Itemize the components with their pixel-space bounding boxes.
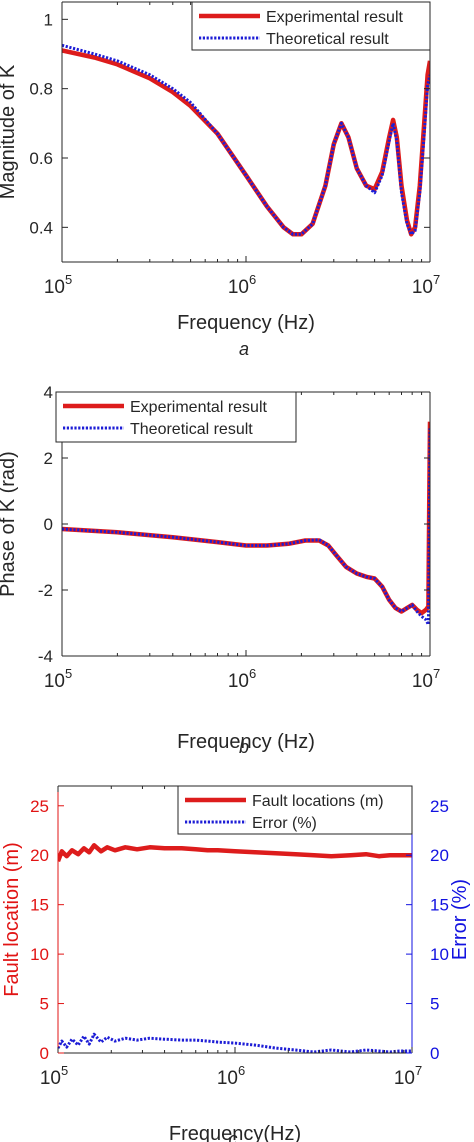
y-tick-label: -4	[38, 647, 53, 666]
panel-caption: a	[239, 339, 249, 359]
x-axis-label: Frequency (Hz)	[177, 312, 315, 334]
y-axis-label: Fault location (m)	[1, 842, 23, 997]
x-tick-exponent: 5	[65, 272, 72, 287]
legend: Experimental result Theoretical result	[55, 391, 297, 443]
panel-caption: b	[239, 737, 249, 757]
legend: Fault locations (m) Error (%)	[177, 785, 413, 835]
y-right-tick-label: 15	[430, 896, 449, 915]
x-axis-label: Frequency (Hz)	[177, 731, 315, 753]
x-tick-base: 10	[44, 277, 65, 298]
y-right-tick-label: 0	[430, 1044, 439, 1063]
legend-label: Theoretical result	[130, 421, 253, 438]
legend: Experimental result Theoretical result	[191, 1, 431, 51]
x-tick-label: 107	[412, 272, 440, 298]
y-tick-label: 0.4	[29, 218, 53, 237]
legend-label: Experimental result	[266, 9, 404, 26]
legend-box	[55, 391, 297, 443]
series-line-secondary	[62, 43, 430, 236]
y-tick-label: 0.8	[29, 80, 53, 99]
legend-label: Experimental result	[130, 399, 268, 416]
chart-panel-c: 105 106 10705101520250510152025Frequency(H…	[1, 785, 471, 1142]
y-tick-label: 20	[30, 846, 49, 865]
x-tick-exponent: 5	[61, 1063, 68, 1078]
x-tick-base: 10	[44, 671, 65, 692]
y-tick-label: 5	[40, 995, 49, 1014]
y-tick-label: 2	[44, 449, 53, 468]
legend-label: Error (%)	[252, 815, 317, 832]
legend-label: Theoretical result	[266, 31, 389, 48]
x-tick-base: 10	[228, 671, 249, 692]
series-line-primary	[62, 48, 430, 237]
x-tick-exponent: 5	[65, 666, 72, 681]
x-tick-label: 105	[44, 272, 72, 298]
x-tick-exponent: 6	[249, 666, 256, 681]
y-tick-label: 4	[44, 383, 53, 402]
x-tick-base: 10	[412, 671, 433, 692]
x-tick-label: 105	[40, 1063, 68, 1089]
y-right-axis-label: Error (%)	[449, 879, 471, 960]
x-axis-label: Frequency(Hz)	[169, 1123, 301, 1142]
x-tick-base: 10	[394, 1068, 415, 1089]
x-tick-exponent: 6	[238, 1063, 245, 1078]
x-tick-label: 107	[412, 666, 440, 692]
y-tick-label: 25	[30, 797, 49, 816]
x-tick-label: 107	[394, 1063, 422, 1089]
x-tick-exponent: 7	[433, 666, 440, 681]
y-tick-label: 0	[40, 1044, 49, 1063]
y-axis-label: Phase of K (rad)	[0, 451, 19, 597]
y-tick-label: 0.6	[29, 149, 53, 168]
x-tick-exponent: 6	[249, 272, 256, 287]
x-tick-label: 106	[228, 272, 256, 298]
y-right-tick-label: 25	[430, 797, 449, 816]
legend-box	[191, 1, 431, 51]
y-right-tick-label: 20	[430, 846, 449, 865]
x-tick-base: 10	[217, 1068, 238, 1089]
series-line-primary	[62, 421, 430, 616]
x-tick-label: 105	[44, 666, 72, 692]
y-tick-label: 10	[30, 945, 49, 964]
x-tick-exponent: 7	[433, 272, 440, 287]
x-tick-exponent: 7	[415, 1063, 422, 1078]
y-tick-label: 0	[44, 515, 53, 534]
x-tick-label: 106	[217, 1063, 245, 1089]
y-tick-label: 15	[30, 896, 49, 915]
y-tick-label: 1	[44, 10, 53, 29]
y-right-tick-label: 10	[430, 945, 449, 964]
series-line-primary	[58, 843, 412, 863]
series-line-secondary	[62, 428, 430, 627]
y-tick-label: -2	[38, 581, 53, 600]
y-axis-label: Magnitude of K	[0, 64, 19, 199]
y-right-tick-label: 5	[430, 995, 439, 1014]
x-tick-label: 106	[228, 666, 256, 692]
legend-label: Fault locations (m)	[252, 793, 384, 810]
x-tick-base: 10	[228, 277, 249, 298]
x-tick-base: 10	[40, 1068, 61, 1089]
x-tick-base: 10	[412, 277, 433, 298]
legend-box	[177, 785, 413, 835]
panel-caption: c	[229, 1129, 238, 1142]
